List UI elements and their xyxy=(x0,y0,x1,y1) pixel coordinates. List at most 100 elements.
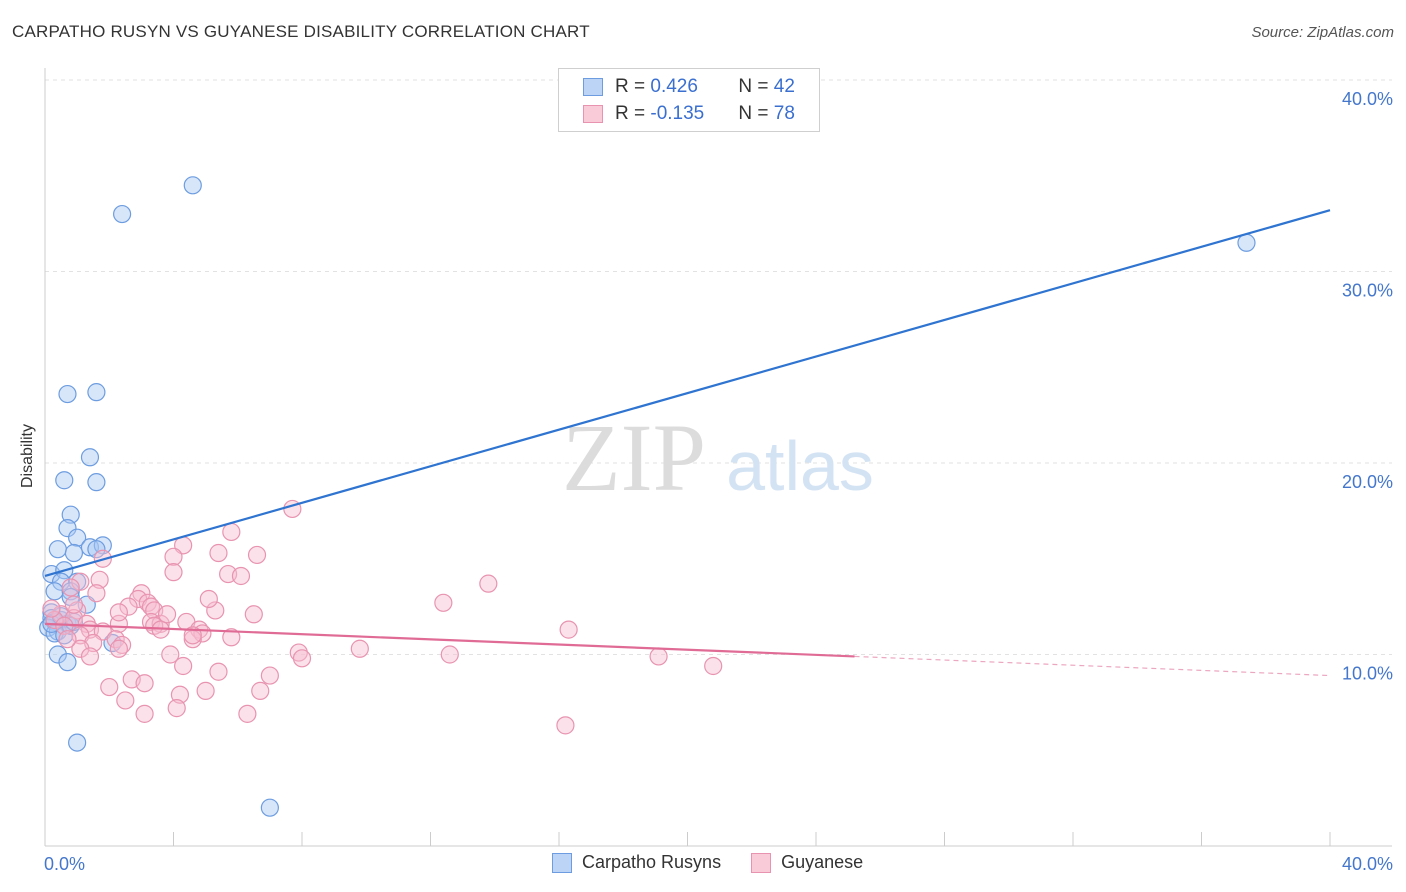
y-tick-label: 30.0% xyxy=(1342,281,1393,301)
carpatho-point xyxy=(68,733,87,752)
chart-title: CARPATHO RUSYN VS GUYANESE DISABILITY CO… xyxy=(12,22,590,41)
guyanese-point xyxy=(244,605,263,624)
guyanese-point xyxy=(251,681,270,700)
legend-n-label: N = xyxy=(738,103,774,124)
x-tick-label: 40.0% xyxy=(1342,854,1393,874)
guyanese-point xyxy=(434,593,453,612)
carpatho-point xyxy=(48,645,67,664)
carpatho-point xyxy=(183,176,202,195)
guyanese-point xyxy=(247,545,267,565)
guyanese-point xyxy=(238,704,257,723)
guyanese-point xyxy=(42,599,61,618)
legend-swatch-pink xyxy=(751,852,772,873)
watermark-zip: ZIP xyxy=(562,404,706,511)
guyanese-point xyxy=(199,589,218,609)
legend-n-value: 78 xyxy=(773,103,795,124)
guyanese-point xyxy=(292,649,312,668)
legend-swatch-pink xyxy=(583,105,603,123)
legend-swatch-blue xyxy=(552,852,572,873)
guyanese-point xyxy=(260,666,279,685)
y-tick-label: 20.0% xyxy=(1342,472,1393,492)
guyanese-point xyxy=(135,704,154,723)
guyanese-point xyxy=(100,677,119,697)
guyanese-point xyxy=(209,543,228,563)
legend-n-value: 42 xyxy=(773,76,795,97)
guyanese-point xyxy=(135,674,154,693)
guyanese-point xyxy=(222,628,241,647)
guyanese-point xyxy=(174,656,193,676)
y-axis-label: Disability xyxy=(19,423,36,489)
guyanese-point xyxy=(556,716,575,735)
guyanese-point xyxy=(164,547,183,566)
guyanese-point xyxy=(80,647,100,666)
carpatho-point xyxy=(45,582,64,601)
guyanese-point xyxy=(704,656,723,676)
legend-r-value: 0.426 xyxy=(650,76,698,97)
carpatho-point xyxy=(87,540,106,559)
grid xyxy=(45,79,1392,655)
guyanese-point xyxy=(231,566,251,586)
carpatho-point xyxy=(61,505,80,524)
carpatho-point xyxy=(260,798,279,817)
guyanese-point xyxy=(71,639,90,658)
guyanese-point xyxy=(167,699,186,718)
carpatho-point xyxy=(58,653,77,672)
carpatho-point xyxy=(112,204,132,224)
legend-label: Guyanese xyxy=(781,852,864,872)
guyanese-point xyxy=(479,574,498,593)
guyanese-point xyxy=(559,620,578,639)
source-label: Source: ZipAtlas.com xyxy=(1251,24,1394,41)
axes xyxy=(44,68,1392,847)
carpatho-point xyxy=(87,383,106,402)
watermark-atlas: atlas xyxy=(726,427,874,505)
guyanese-point xyxy=(87,584,106,603)
legend-item-guyanese[interactable]: Guyanese xyxy=(751,852,863,873)
x-tick-label: 0.0% xyxy=(44,854,85,874)
series-pink xyxy=(42,499,723,735)
legend-row-guyanese: R = -0.135 N = 78 xyxy=(583,102,795,126)
legend-r-label: R = xyxy=(615,76,651,97)
guyanese-point xyxy=(132,584,151,603)
guyanese-point xyxy=(206,601,225,620)
guyanese-point xyxy=(77,614,96,633)
carpatho-point xyxy=(58,384,77,404)
stats-legend: R = 0.426 N = 42 R = -0.135 N = 78 xyxy=(558,68,820,132)
guyanese-point xyxy=(209,662,228,681)
carpatho-point xyxy=(58,519,77,538)
legend-r-label: R = xyxy=(615,103,651,124)
legend-row-carpatho: R = 0.426 N = 42 xyxy=(583,75,795,99)
guyanese-point xyxy=(161,645,180,664)
guyanese-point xyxy=(222,522,241,542)
carpatho-point xyxy=(55,471,74,490)
carpatho-point xyxy=(48,540,67,559)
carpatho-point xyxy=(87,473,106,492)
trendlines xyxy=(44,209,1331,677)
carpatho-point xyxy=(61,582,80,601)
guyanese-point xyxy=(164,563,183,582)
carpatho-point xyxy=(51,572,71,591)
guyanese-point xyxy=(183,626,202,645)
guyanese-point xyxy=(196,681,215,700)
guyanese-point xyxy=(350,639,369,658)
guyanese-point xyxy=(109,639,128,658)
y-tick-label: 10.0% xyxy=(1342,664,1393,684)
guyanese-point xyxy=(119,597,138,616)
guyanese-point xyxy=(90,570,109,589)
guyanese-trendline-extension xyxy=(854,655,1331,677)
guyanese-point xyxy=(440,645,459,664)
guyanese-point xyxy=(61,578,80,597)
series-legend: Carpatho Rusyns Guyanese xyxy=(552,852,893,873)
legend-item-carpatho-rusyns[interactable]: Carpatho Rusyns xyxy=(552,852,721,873)
legend-swatch-blue xyxy=(583,78,603,96)
guyanese-point xyxy=(109,603,128,622)
guyanese-point xyxy=(649,647,668,666)
guyanese-point xyxy=(116,691,135,710)
guyanese-point xyxy=(58,630,77,649)
guyanese-point xyxy=(71,572,90,591)
guyanese-point xyxy=(289,643,308,662)
guyanese-point xyxy=(170,685,190,704)
y-tick-label: 40.0% xyxy=(1342,89,1393,109)
tick-labels: 10.0% 20.0% 30.0% 40.0% 0.0% 40.0% xyxy=(44,89,1393,874)
carpatho-point xyxy=(80,448,100,467)
